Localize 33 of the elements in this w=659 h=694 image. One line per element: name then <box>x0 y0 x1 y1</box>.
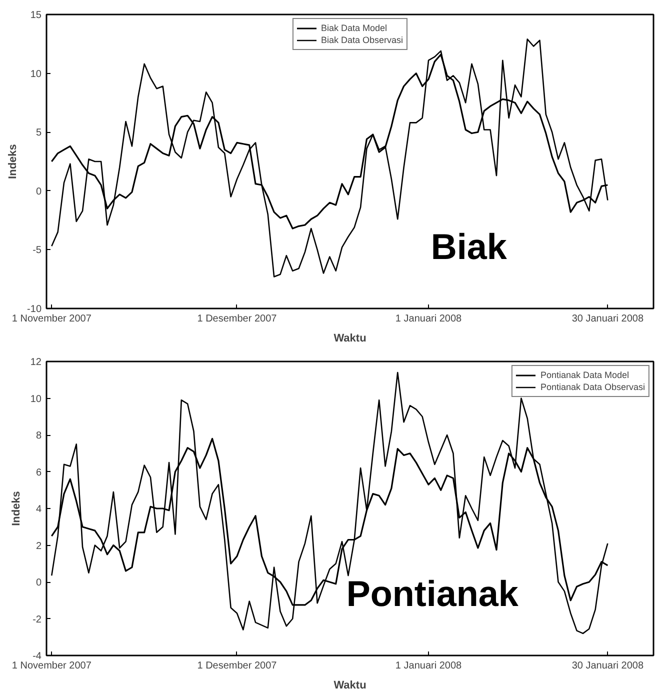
x-axis-title: Waktu <box>334 680 366 692</box>
y-tick-label: 8 <box>36 430 42 442</box>
y-tick-label: 10 <box>30 68 42 80</box>
y-axis-title: Indeks <box>10 491 22 526</box>
x-tick-label: 1 November 2007 <box>12 660 92 672</box>
annotation: Pontianak <box>346 572 520 614</box>
x-tick-label: 1 Desember 2007 <box>197 660 278 672</box>
y-tick-label: -2 <box>32 614 42 626</box>
x-axis-title: Waktu <box>334 332 366 344</box>
y-tick-label: -5 <box>32 245 42 256</box>
y-tick-label: -4 <box>32 651 42 662</box>
y-tick-label: -10 <box>27 304 42 315</box>
x-tick-label: 1 Januari 2008 <box>395 314 462 324</box>
y-tick-label: 10 <box>30 394 42 405</box>
x-tick-label: 30 Januari 2008 <box>572 314 644 324</box>
legend-label: Biak Data Model <box>320 22 388 34</box>
x-tick-label: 1 Januari 2008 <box>395 660 462 672</box>
y-tick-label: 6 <box>36 467 42 478</box>
x-tick-label: 1 Desember 2007 <box>197 314 278 324</box>
legend-label: Biak Data Observasi <box>320 34 404 46</box>
y-tick-label: 4 <box>36 504 42 515</box>
y-tick-label: 0 <box>36 186 42 198</box>
legend-label: Pontianak Data Observasi <box>540 381 645 393</box>
y-tick-label: 5 <box>36 128 42 139</box>
x-tick-label: 30 Januari 2008 <box>572 660 644 672</box>
y-tick-label: 15 <box>30 10 42 21</box>
y-axis-title: Indeks <box>7 144 20 179</box>
y-tick-label: 12 <box>30 357 42 368</box>
y-tick-label: 2 <box>36 540 42 552</box>
y-tick-label: 0 <box>36 578 42 588</box>
legend-label: Pontianak Data Model <box>540 369 629 381</box>
annotation: Biak <box>430 226 508 267</box>
x-tick-label: 1 November 2007 <box>12 314 92 324</box>
